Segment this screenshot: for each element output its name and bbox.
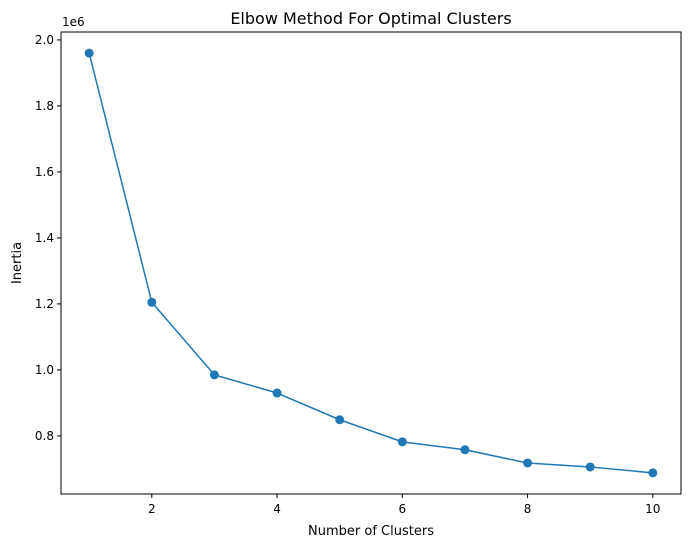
y-tick-label: 1.4 bbox=[35, 231, 54, 245]
y-tick-label: 1.8 bbox=[35, 99, 54, 113]
data-point bbox=[460, 445, 470, 455]
y-tick-label: 1.2 bbox=[35, 297, 54, 311]
data-point bbox=[397, 437, 407, 447]
y-offset-label: 1e6 bbox=[62, 15, 85, 29]
y-tick-label: 0.8 bbox=[35, 429, 54, 443]
x-tick-label: 10 bbox=[645, 502, 660, 516]
x-axis-label: Number of Clusters bbox=[308, 524, 434, 539]
chart-title: Elbow Method For Optimal Clusters bbox=[230, 9, 511, 28]
data-point bbox=[209, 370, 219, 380]
x-tick-label: 6 bbox=[398, 502, 406, 516]
data-point bbox=[585, 462, 595, 472]
data-point bbox=[648, 468, 658, 478]
data-point bbox=[523, 458, 533, 468]
data-point bbox=[272, 388, 282, 398]
y-tick-label: 2.0 bbox=[35, 33, 54, 47]
data-point bbox=[335, 415, 345, 425]
data-point bbox=[147, 297, 157, 307]
y-tick-label: 1.6 bbox=[35, 165, 54, 179]
x-tick-label: 4 bbox=[273, 502, 281, 516]
x-axis-ticks: 2 4 6 8 10 bbox=[148, 494, 660, 516]
y-axis-ticks: 0.8 1.0 1.2 1.4 1.6 1.8 2.0 bbox=[35, 33, 61, 443]
plot-frame bbox=[60, 31, 682, 495]
x-tick-label: 2 bbox=[148, 502, 156, 516]
y-axis-label: Inertia bbox=[10, 242, 25, 284]
y-tick-label: 1.0 bbox=[35, 363, 54, 377]
x-tick-label: 8 bbox=[524, 502, 532, 516]
plot-content bbox=[84, 48, 658, 478]
series-line bbox=[88, 52, 653, 474]
data-point bbox=[84, 48, 94, 58]
